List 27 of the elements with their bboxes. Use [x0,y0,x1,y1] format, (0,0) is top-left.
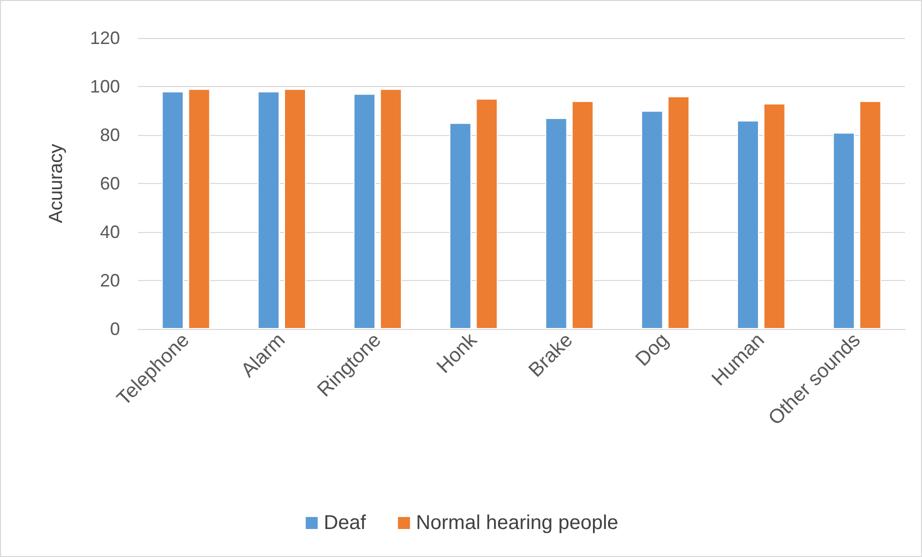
bar [832,132,855,329]
bar [572,101,594,329]
y-tick-label: 40 [100,222,120,242]
y-tick-label: 80 [100,125,120,145]
y-tick-label: 20 [100,270,120,290]
y-tick-label: 60 [100,174,120,194]
bar [258,91,280,329]
y-tick-label: 0 [110,319,120,339]
bar [284,88,306,329]
bar [353,94,376,329]
x-tick-label: Dog [632,329,674,371]
legend-label: Deaf [324,512,366,534]
y-axis-title: Acuuracy [46,143,67,224]
bar [859,101,882,329]
bar [736,120,759,329]
bar [668,96,690,329]
bar [545,118,568,329]
bar [162,91,184,329]
bar [188,88,210,329]
y-tick-label: 100 [90,76,120,96]
bar [380,88,402,329]
legend-label: Normal hearing people [416,512,618,534]
y-tick-label: 120 [90,28,120,48]
bar [449,122,472,329]
bar [641,110,664,329]
bar [476,98,498,329]
bar [763,103,786,329]
